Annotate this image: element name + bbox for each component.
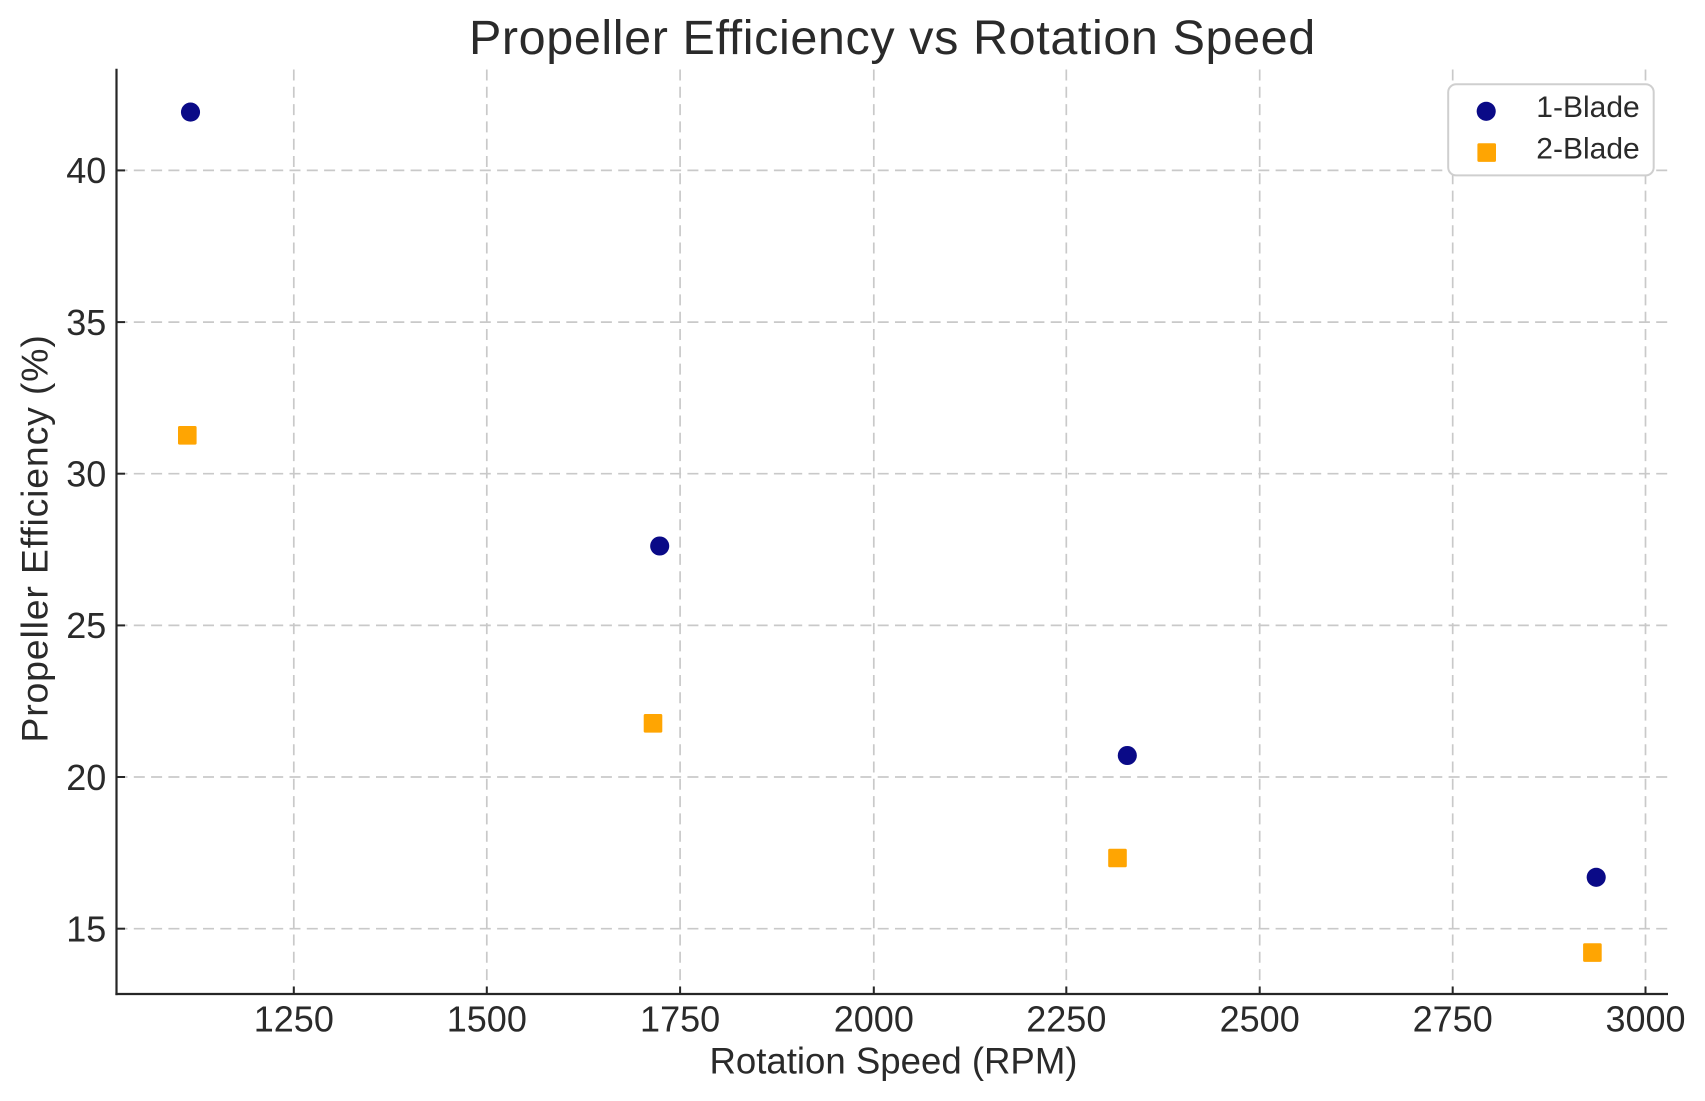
svg-text:3000: 3000 xyxy=(1605,999,1685,1040)
svg-text:Propeller Efficiency (%): Propeller Efficiency (%) xyxy=(13,334,55,742)
svg-text:15: 15 xyxy=(66,909,106,950)
svg-text:2000: 2000 xyxy=(834,999,914,1040)
svg-text:35: 35 xyxy=(66,302,106,343)
svg-text:1250: 1250 xyxy=(254,999,334,1040)
svg-text:30: 30 xyxy=(66,454,106,495)
svg-text:1-Blade: 1-Blade xyxy=(1536,91,1639,124)
svg-text:2750: 2750 xyxy=(1413,999,1493,1040)
svg-text:2250: 2250 xyxy=(1026,999,1106,1040)
svg-text:Propeller Efficiency vs Rotati: Propeller Efficiency vs Rotation Speed xyxy=(469,11,1316,65)
svg-text:25: 25 xyxy=(66,605,106,646)
svg-text:1500: 1500 xyxy=(447,999,527,1040)
svg-text:40: 40 xyxy=(66,150,106,191)
svg-text:1750: 1750 xyxy=(640,999,720,1040)
svg-text:2-Blade: 2-Blade xyxy=(1536,132,1639,165)
svg-text:Rotation Speed (RPM): Rotation Speed (RPM) xyxy=(710,1041,1078,1082)
svg-text:20: 20 xyxy=(66,757,106,798)
svg-text:2500: 2500 xyxy=(1220,999,1300,1040)
